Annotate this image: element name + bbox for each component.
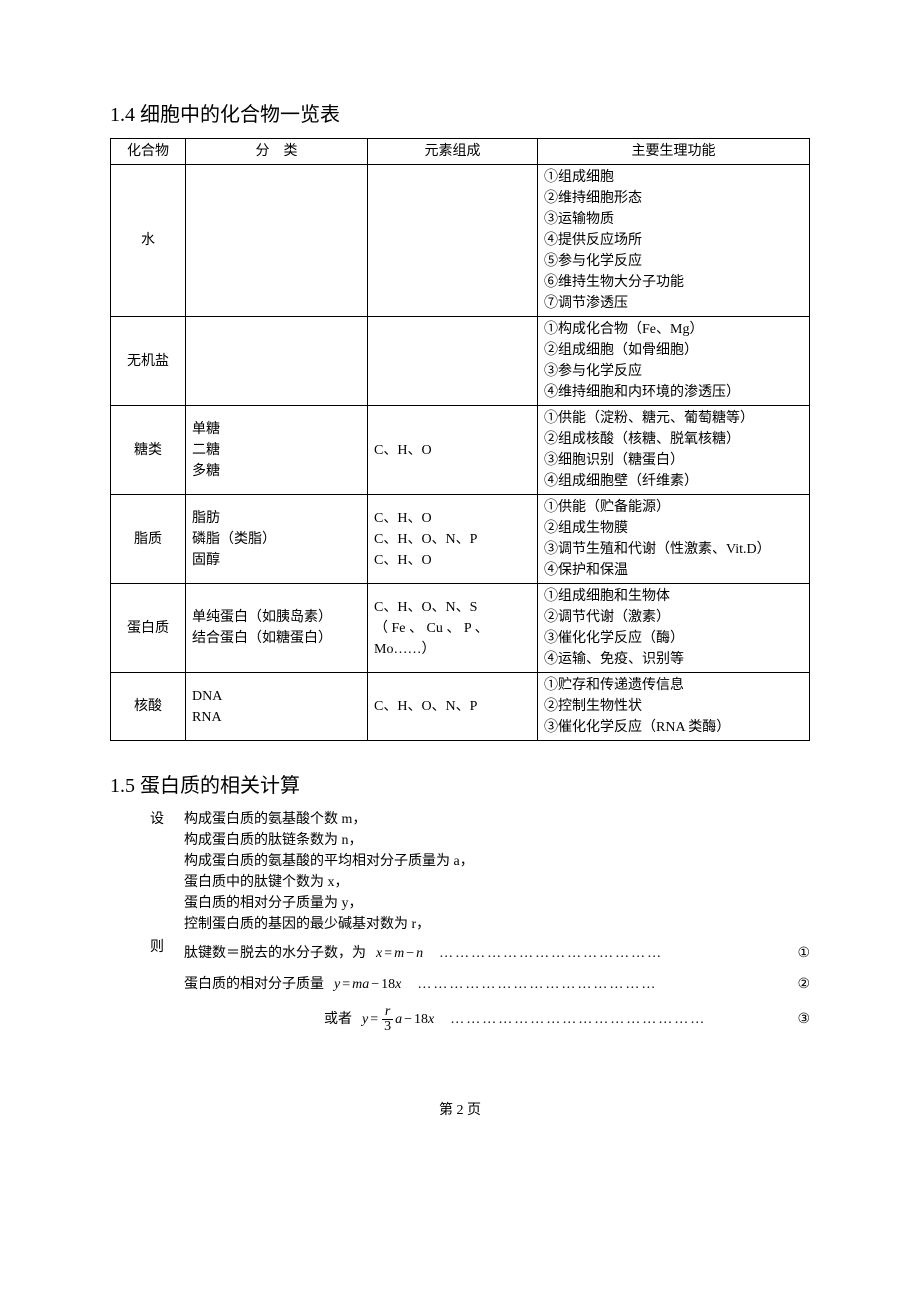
cell-category: 单糖二糖多糖 (186, 406, 368, 495)
equation-3: 或者 y=r3a−18x ………………………………………… ③ (184, 1005, 810, 1034)
eq1-prefix: 肽键数＝脱去的水分子数，为 (184, 943, 366, 964)
section-1-title: 1.4 细胞中的化合物一览表 (110, 100, 810, 130)
set-line: 控制蛋白质的基因的最少碱基对数为 r， (184, 914, 810, 935)
page-number: 第 2 页 (110, 1100, 810, 1121)
eq2-dots: ……………………………………… (411, 974, 797, 995)
cell-category: 单纯蛋白（如胰岛素）结合蛋白（如糖蛋白） (186, 584, 368, 673)
cell-category: DNARNA (186, 673, 368, 741)
section-2: 1.5 蛋白质的相关计算 设 构成蛋白质的氨基酸个数 m，构成蛋白质的肽链条数为… (110, 771, 810, 1040)
section-2-title: 1.5 蛋白质的相关计算 (110, 771, 810, 801)
cell-elements: C、H、O、N、S（ Fe 、 Cu 、 P 、Mo……） (368, 584, 538, 673)
eq1-dots: …………………………………… (433, 943, 797, 964)
table-row: 水 ①组成细胞②维持细胞形态③运输物质④提供反应场所⑤参与化学反应⑥维持生物大分子… (111, 165, 810, 317)
eq3-formula: y=r3a−18x (352, 1005, 444, 1034)
set-line: 构成蛋白质的氨基酸个数 m， (184, 809, 810, 830)
set-label: 设 (150, 809, 184, 830)
eq2-prefix: 蛋白质的相对分子质量 (184, 974, 324, 995)
equation-2: 蛋白质的相对分子质量 y=ma−18x ……………………………………… ② (184, 974, 810, 995)
set-line: 构成蛋白质的氨基酸的平均相对分子质量为 a， (184, 851, 810, 872)
set-line: 蛋白质中的肽键个数为 x， (184, 872, 810, 893)
cell-elements: C、H、O、N、P (368, 673, 538, 741)
table-row: 糖类单糖二糖多糖C、H、O①供能（淀粉、糖元、葡萄糖等）②组成核酸（核糖、脱氧核… (111, 406, 810, 495)
eq3-dots: ………………………………………… (444, 1009, 797, 1030)
set-line: 构成蛋白质的肽链条数为 n， (184, 830, 810, 851)
cell-compound: 水 (111, 165, 186, 317)
cell-compound: 糖类 (111, 406, 186, 495)
then-body: 肽键数＝脱去的水分子数，为 x=m−n …………………………………… ① 蛋白质… (184, 937, 810, 1040)
cell-compound: 蛋白质 (111, 584, 186, 673)
set-lines: 构成蛋白质的氨基酸个数 m，构成蛋白质的肽链条数为 n，构成蛋白质的氨基酸的平均… (184, 809, 810, 935)
set-block: 设 构成蛋白质的氨基酸个数 m，构成蛋白质的肽链条数为 n，构成蛋白质的氨基酸的… (150, 809, 810, 935)
eq2-formula: y=ma−18x (324, 974, 411, 995)
then-label: 则 (150, 937, 184, 958)
cell-category: 脂肪磷脂（类脂）固醇 (186, 495, 368, 584)
eq1-num: ① (797, 943, 810, 964)
cell-functions: ①构成化合物（Fe、Mg）②组成细胞（如骨细胞）③参与化学反应④维持细胞和内环境… (538, 317, 810, 406)
table-row: 蛋白质单纯蛋白（如胰岛素）结合蛋白（如糖蛋白）C、H、O、N、S（ Fe 、 C… (111, 584, 810, 673)
section-1: 1.4 细胞中的化合物一览表 化合物 分 类 元素组成 主要生理功能 水 ①组成细… (110, 100, 810, 741)
cell-elements: C、H、O (368, 406, 538, 495)
header-category: 分 类 (186, 139, 368, 165)
cell-functions: ①组成细胞和生物体②调节代谢（激素）③催化化学反应（酶）④运输、免疫、识别等 (538, 584, 810, 673)
then-block: 则 肽键数＝脱去的水分子数，为 x=m−n …………………………………… ① 蛋… (150, 937, 810, 1040)
header-compound: 化合物 (111, 139, 186, 165)
cell-functions: ①供能（贮备能源）②组成生物膜③调节生殖和代谢（性激素、Vit.D）④保护和保温 (538, 495, 810, 584)
header-elements: 元素组成 (368, 139, 538, 165)
cell-compound: 脂质 (111, 495, 186, 584)
eq3-prefix: 或者 (324, 1009, 352, 1030)
cell-category (186, 317, 368, 406)
cell-compound: 无机盐 (111, 317, 186, 406)
equation-1: 肽键数＝脱去的水分子数，为 x=m−n …………………………………… ① (184, 943, 810, 964)
cell-category (186, 165, 368, 317)
table-header-row: 化合物 分 类 元素组成 主要生理功能 (111, 139, 810, 165)
table-row: 脂质脂肪磷脂（类脂）固醇C、H、OC、H、O、N、PC、H、O①供能（贮备能源）… (111, 495, 810, 584)
cell-elements (368, 165, 538, 317)
eq3-num: ③ (797, 1009, 810, 1030)
calculation-block: 设 构成蛋白质的氨基酸个数 m，构成蛋白质的肽链条数为 n，构成蛋白质的氨基酸的… (110, 809, 810, 1040)
cell-elements: C、H、OC、H、O、N、PC、H、O (368, 495, 538, 584)
eq2-num: ② (797, 974, 810, 995)
cell-functions: ①组成细胞②维持细胞形态③运输物质④提供反应场所⑤参与化学反应⑥维持生物大分子功… (538, 165, 810, 317)
set-line: 蛋白质的相对分子质量为 y， (184, 893, 810, 914)
cell-functions: ①供能（淀粉、糖元、葡萄糖等）②组成核酸（核糖、脱氧核糖）③细胞识别（糖蛋白）④… (538, 406, 810, 495)
cell-compound: 核酸 (111, 673, 186, 741)
cell-elements (368, 317, 538, 406)
eq1-formula: x=m−n (366, 943, 433, 964)
table-row: 核酸DNARNAC、H、O、N、P①贮存和传递遗传信息②控制生物性状③催化化学反… (111, 673, 810, 741)
table-row: 无机盐 ①构成化合物（Fe、Mg）②组成细胞（如骨细胞）③参与化学反应④维持细胞和… (111, 317, 810, 406)
compounds-table: 化合物 分 类 元素组成 主要生理功能 水 ①组成细胞②维持细胞形态③运输物质④提… (110, 138, 810, 741)
cell-functions: ①贮存和传递遗传信息②控制生物性状③催化化学反应（RNA 类酶） (538, 673, 810, 741)
header-function: 主要生理功能 (538, 139, 810, 165)
